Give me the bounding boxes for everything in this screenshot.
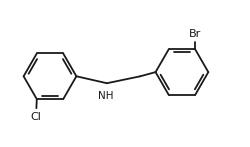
Text: Br: Br [189, 29, 201, 39]
Text: NH: NH [98, 91, 113, 101]
Text: Cl: Cl [30, 112, 41, 122]
